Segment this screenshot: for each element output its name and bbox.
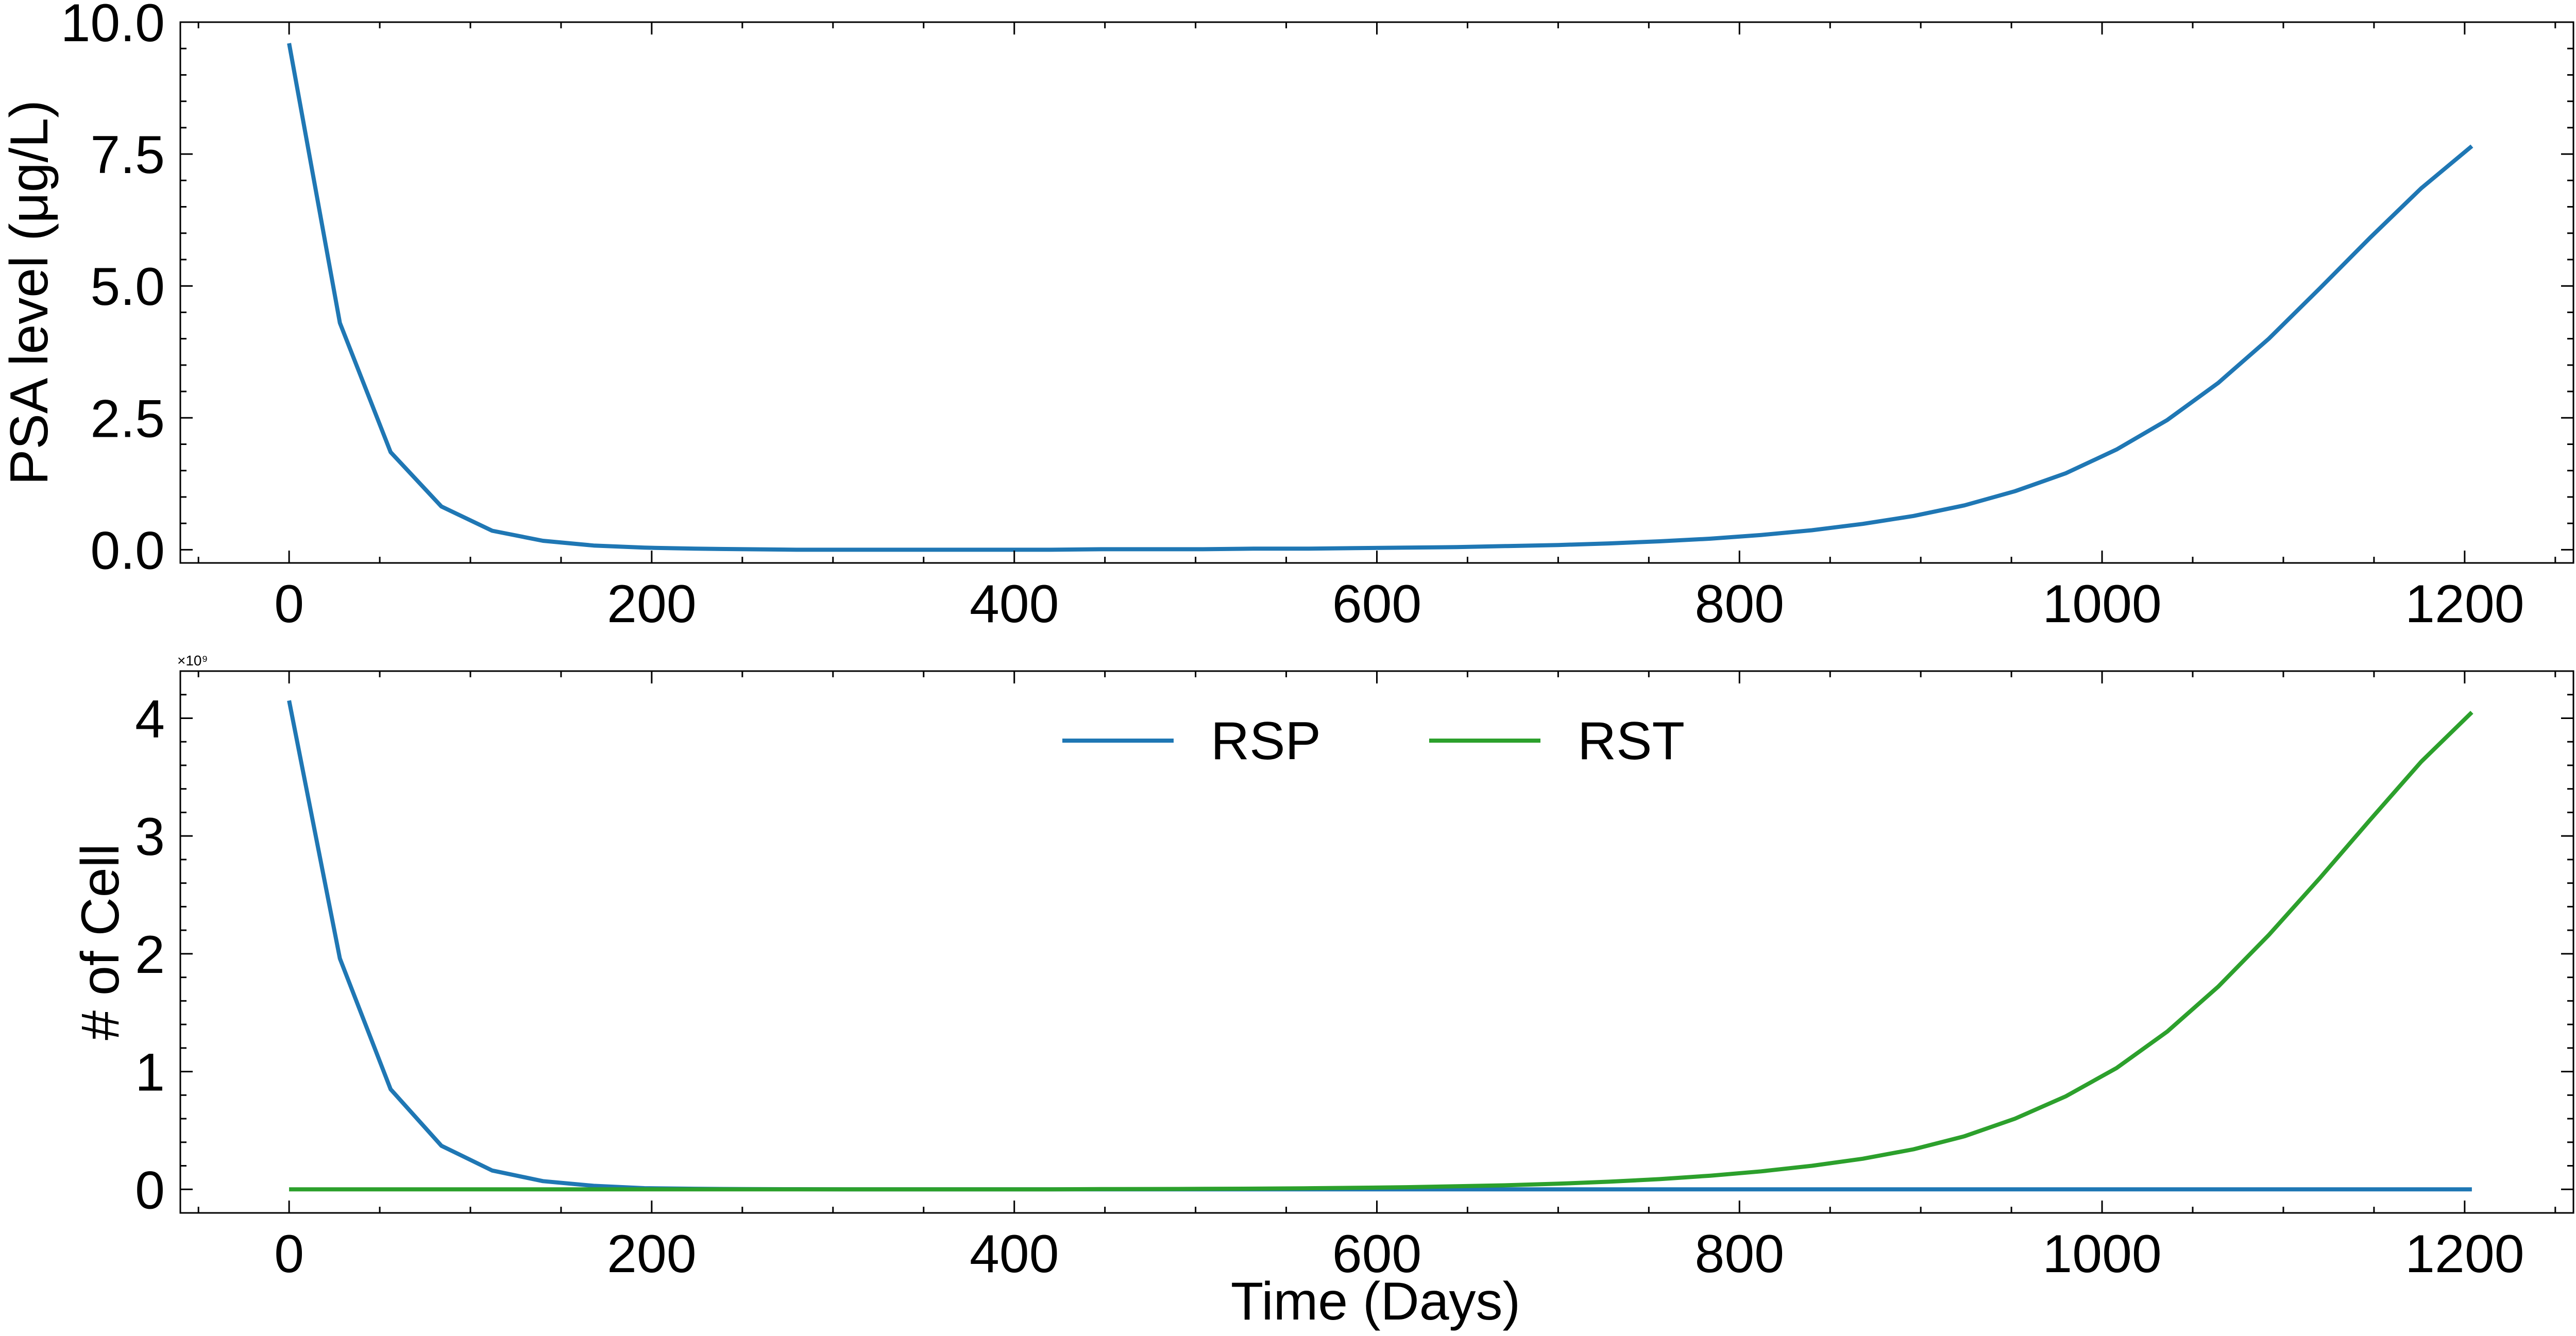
cell-series-line-rst bbox=[289, 711, 2473, 1192]
cell-y-tick-label: 3 bbox=[135, 807, 165, 867]
cell-plot-panel: 0 200 400 600 800 1000 1200 0 1 2 3 4 ×10⁹ # of Cel… bbox=[71, 653, 2574, 1331]
cell-y-tick-label: 0 bbox=[135, 1160, 165, 1220]
cell-x-tick-label: 800 bbox=[1695, 1224, 1785, 1284]
cell-y-axis-label: # of Cell bbox=[71, 844, 130, 1040]
psa-y-axis-label: PSA level (μg/L) bbox=[0, 100, 59, 485]
psa-y-tick-label: 2.5 bbox=[90, 389, 165, 449]
psa-x-tick-label: 800 bbox=[1695, 574, 1785, 634]
psa-x-tick-label: 200 bbox=[607, 574, 697, 634]
legend-label-rst: RST bbox=[1578, 711, 1685, 771]
cell-y-tick-label: 1 bbox=[135, 1043, 165, 1103]
cell-plot-series bbox=[287, 700, 2473, 1192]
psa-y-tick-label: 10.0 bbox=[61, 0, 165, 53]
psa-y-tick-label: 0.0 bbox=[90, 521, 165, 580]
psa-x-tick-label: 600 bbox=[1332, 574, 1422, 634]
cell-x-tick-label: 600 bbox=[1332, 1224, 1422, 1284]
psa-plot-panel: 0 200 400 600 800 1000 1200 0.0 2.5 5.0 7.5 10.0 PS… bbox=[0, 0, 2574, 634]
psa-plot-ticks: 0 200 400 600 800 1000 1200 0.0 2.5 5.0 7.5 10.0 bbox=[61, 0, 2573, 634]
legend-label-rsp: RSP bbox=[1211, 711, 1321, 771]
cell-x-axis-label: Time (Days) bbox=[1231, 1272, 1520, 1331]
psa-y-tick-label: 5.0 bbox=[90, 257, 165, 317]
cell-x-tick-label: 1000 bbox=[2042, 1224, 2161, 1284]
cell-x-tick-label: 1200 bbox=[2405, 1224, 2524, 1284]
cell-plot-ticks: 0 200 400 600 800 1000 1200 0 1 2 3 4 bbox=[135, 670, 2573, 1284]
cell-x-tick-label: 200 bbox=[607, 1224, 697, 1284]
psa-x-tick-label: 1000 bbox=[2042, 574, 2161, 634]
cell-y-tick-label: 2 bbox=[135, 925, 165, 985]
psa-y-tick-label: 7.5 bbox=[90, 125, 165, 185]
cell-y-multiplier: ×10⁹ bbox=[177, 653, 208, 669]
psa-x-tick-label: 400 bbox=[970, 574, 1059, 634]
legend: RSP RST bbox=[1062, 711, 1685, 771]
psa-series-line-0 bbox=[287, 43, 2473, 552]
psa-plot-series bbox=[287, 43, 2473, 552]
cell-x-tick-label: 400 bbox=[970, 1224, 1059, 1284]
cell-x-tick-label: 0 bbox=[274, 1224, 304, 1284]
psa-x-tick-label: 0 bbox=[274, 574, 304, 634]
cell-y-tick-label: 4 bbox=[135, 689, 165, 749]
psa-x-tick-label: 1200 bbox=[2405, 574, 2524, 634]
